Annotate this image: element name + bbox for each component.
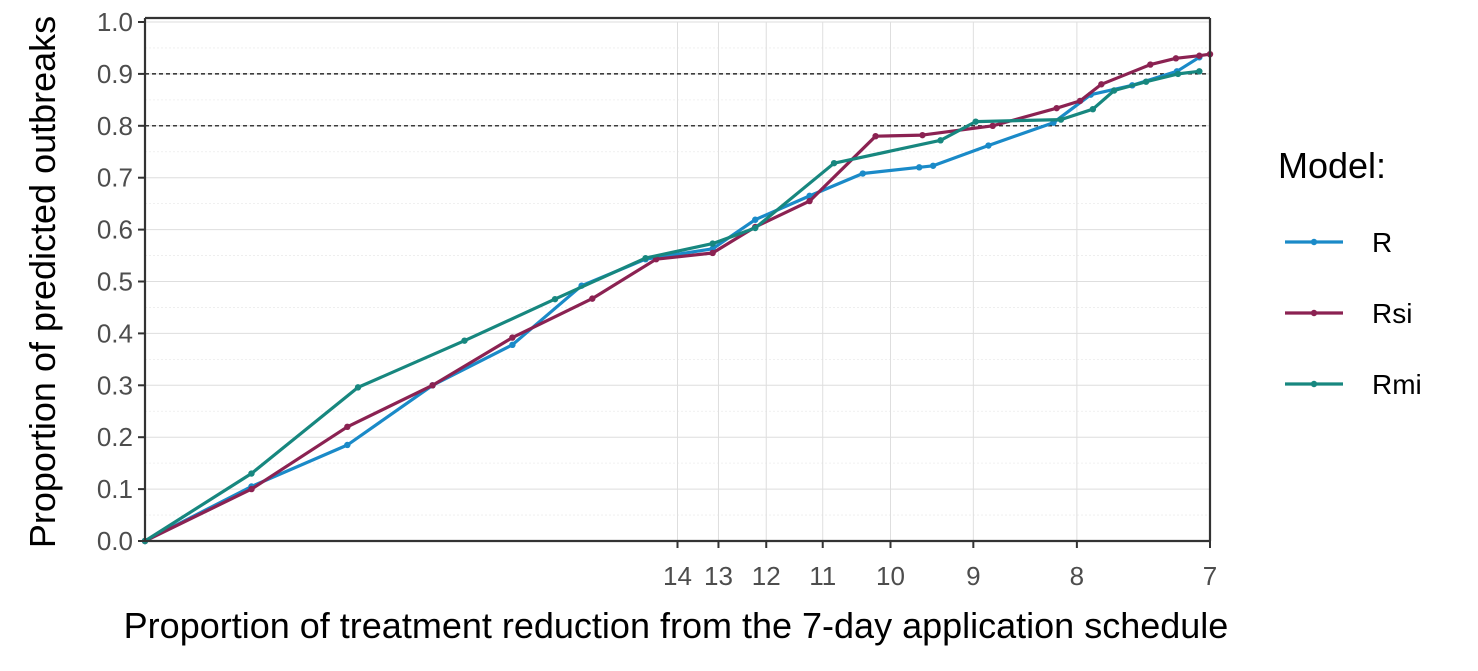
data-point [429, 382, 436, 389]
data-point [344, 423, 351, 431]
data-point [752, 224, 759, 232]
data-point [1147, 61, 1154, 68]
data-point [354, 384, 362, 391]
y-tick-label: 0.6 [97, 215, 133, 245]
series-line-Rmi [143, 69, 1201, 543]
y-axis-title: Proportion of predicted outbreaks [22, 16, 63, 548]
y-tick-label: 0.2 [97, 422, 133, 452]
series-R [141, 54, 1203, 545]
data-point [1172, 55, 1180, 62]
y-tick-label: 0.7 [97, 163, 133, 193]
legend-item-R: R [1285, 227, 1392, 258]
axes-layer: 0.0 0.1 0.2 0.3 0.4 0.5 0.6 0.7 0.8 0.9 1.0 14 13 12 1… [97, 7, 1217, 591]
data-point [1089, 105, 1097, 113]
data-point [929, 162, 937, 169]
data-point [344, 441, 351, 449]
data-point [1057, 116, 1065, 123]
data-point [589, 295, 596, 302]
x-tick-label: 7 [1203, 561, 1217, 591]
y-tick-label: 0.8 [97, 111, 133, 141]
data-point [248, 470, 255, 477]
data-point [916, 164, 923, 171]
data-point [1196, 68, 1203, 75]
data-point [642, 254, 649, 262]
data-point [1053, 104, 1060, 112]
x-tick-label: 14 [663, 561, 692, 591]
data-point [872, 132, 879, 140]
y-tick-label: 0.1 [97, 474, 133, 504]
series-Rmi [141, 68, 1203, 545]
legend: Model: R Rsi Rmi [1278, 145, 1422, 400]
data-point [830, 159, 838, 167]
y-tick-label: 0.0 [97, 526, 133, 556]
x-tick-label: 11 [809, 561, 836, 591]
data-point [551, 295, 559, 303]
series-layer [141, 50, 1214, 545]
data-point [509, 341, 516, 349]
data-point [919, 131, 926, 139]
x-tick-label: 13 [704, 561, 733, 591]
legend-label: Rmi [1372, 369, 1422, 400]
legend-label: R [1372, 227, 1392, 258]
x-tick-label: 9 [966, 561, 980, 591]
y-tick-label: 0.4 [97, 318, 133, 348]
x-axis-title: Proportion of treatment reduction from t… [124, 605, 1229, 646]
data-point [752, 216, 759, 223]
data-point [859, 170, 867, 177]
series-line-R [143, 55, 1201, 543]
data-point [1174, 70, 1182, 78]
series-line-Rsi [143, 52, 1212, 543]
legend-swatch-point [1310, 380, 1318, 388]
data-point [989, 122, 996, 129]
legend-label: Rsi [1372, 298, 1412, 329]
data-point [972, 118, 979, 125]
x-tick-label: 8 [1070, 561, 1084, 591]
data-point [509, 334, 516, 341]
x-tick-label: 12 [752, 561, 781, 591]
legend-title: Model: [1278, 145, 1386, 186]
data-point [1098, 81, 1105, 88]
data-point [709, 249, 716, 257]
y-tick-label: 1.0 [97, 7, 133, 37]
data-point [937, 137, 944, 144]
data-point [1110, 87, 1118, 94]
legend-item-Rsi: Rsi [1285, 298, 1412, 329]
x-tick-label: 10 [876, 561, 905, 591]
data-point [248, 485, 255, 493]
data-point [709, 240, 716, 247]
legend-swatch-point [1310, 238, 1318, 246]
legend-swatch-point [1310, 309, 1318, 317]
data-point [1142, 78, 1150, 85]
y-tick-label: 0.5 [97, 267, 133, 297]
y-tick-label: 0.3 [97, 370, 133, 400]
data-point [461, 337, 468, 344]
reference-lines [145, 73, 1210, 127]
data-point [985, 142, 992, 149]
legend-item-Rmi: Rmi [1285, 369, 1422, 400]
data-point [1076, 97, 1084, 105]
data-point [1196, 52, 1203, 59]
y-tick-label: 0.9 [97, 59, 133, 89]
data-point [806, 197, 813, 205]
